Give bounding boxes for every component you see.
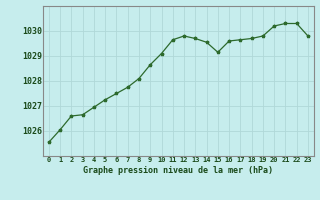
X-axis label: Graphe pression niveau de la mer (hPa): Graphe pression niveau de la mer (hPa) [84,166,273,175]
